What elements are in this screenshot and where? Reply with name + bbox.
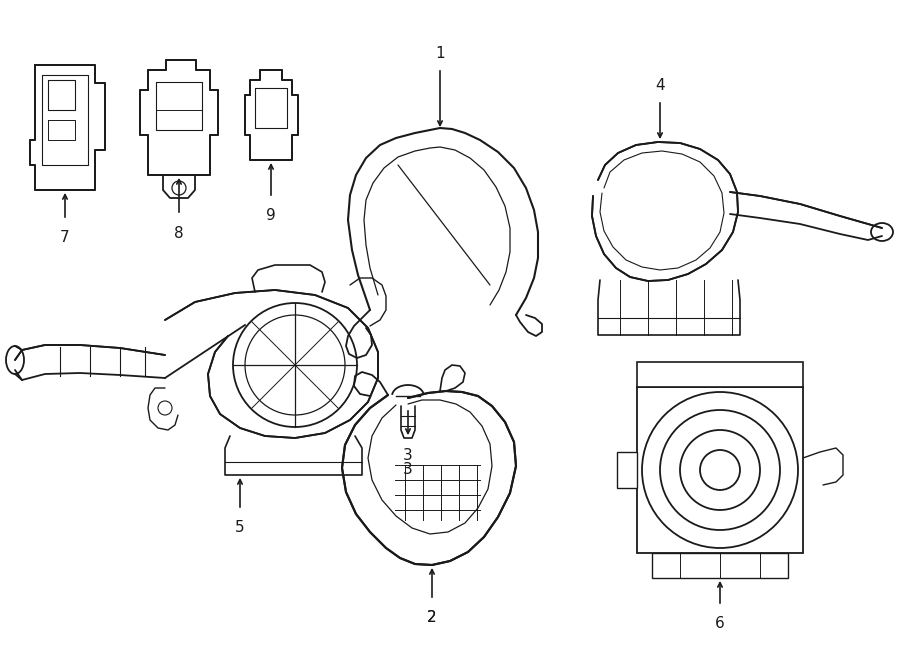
Bar (637, 362, 803, 387)
Polygon shape (30, 65, 105, 190)
Polygon shape (245, 70, 298, 160)
Text: 6: 6 (716, 617, 724, 631)
Ellipse shape (392, 385, 424, 407)
Text: 1: 1 (436, 46, 445, 61)
Text: 7: 7 (60, 231, 70, 245)
Bar (652, 553, 788, 578)
Text: 3: 3 (403, 449, 413, 463)
Text: 2: 2 (428, 611, 436, 625)
Polygon shape (140, 60, 218, 175)
Bar (617, 452, 637, 488)
Polygon shape (165, 290, 378, 438)
Text: 9: 9 (266, 208, 276, 223)
Text: 5: 5 (235, 520, 245, 535)
Ellipse shape (871, 223, 893, 241)
Ellipse shape (6, 346, 24, 374)
Polygon shape (342, 391, 516, 565)
Text: 2: 2 (428, 611, 436, 625)
Text: 8: 8 (175, 225, 184, 241)
Polygon shape (730, 192, 882, 228)
Polygon shape (592, 142, 738, 281)
Text: 3: 3 (403, 463, 413, 477)
Text: 4: 4 (655, 79, 665, 93)
Polygon shape (15, 345, 165, 360)
Bar (637, 387, 803, 553)
